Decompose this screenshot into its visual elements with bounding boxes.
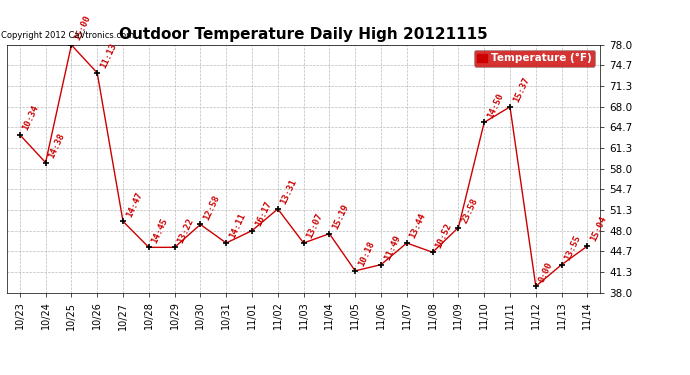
- Text: 15:00: 15:00: [72, 14, 92, 42]
- Text: 11:13: 11:13: [99, 42, 118, 70]
- Text: Copyright 2012 CaVtronics.com: Copyright 2012 CaVtronics.com: [1, 31, 135, 40]
- Legend: Temperature (°F): Temperature (°F): [473, 50, 595, 66]
- Text: 14:45: 14:45: [150, 216, 170, 244]
- Text: 13:22: 13:22: [176, 216, 195, 244]
- Text: 13:07: 13:07: [305, 212, 324, 240]
- Text: 14:47: 14:47: [124, 190, 144, 219]
- Title: Outdoor Temperature Daily High 20121115: Outdoor Temperature Daily High 20121115: [119, 27, 488, 42]
- Text: 10:52: 10:52: [434, 221, 453, 249]
- Text: 23:58: 23:58: [460, 196, 480, 225]
- Text: 15:04: 15:04: [589, 215, 609, 243]
- Text: 13:44: 13:44: [408, 212, 428, 240]
- Text: 15:19: 15:19: [331, 203, 351, 231]
- Text: 12:58: 12:58: [201, 194, 221, 222]
- Text: 13:55: 13:55: [563, 234, 582, 262]
- Text: 15:37: 15:37: [511, 76, 531, 104]
- Text: 16:17: 16:17: [253, 200, 273, 228]
- Text: 14:50: 14:50: [486, 92, 505, 120]
- Text: 14:38: 14:38: [47, 132, 66, 160]
- Text: 10:34: 10:34: [21, 104, 41, 132]
- Text: 0:00: 0:00: [538, 260, 555, 284]
- Text: 11:49: 11:49: [382, 234, 402, 262]
- Text: 13:31: 13:31: [279, 178, 299, 206]
- Text: 14:11: 14:11: [228, 212, 247, 240]
- Text: 10:18: 10:18: [357, 240, 376, 268]
